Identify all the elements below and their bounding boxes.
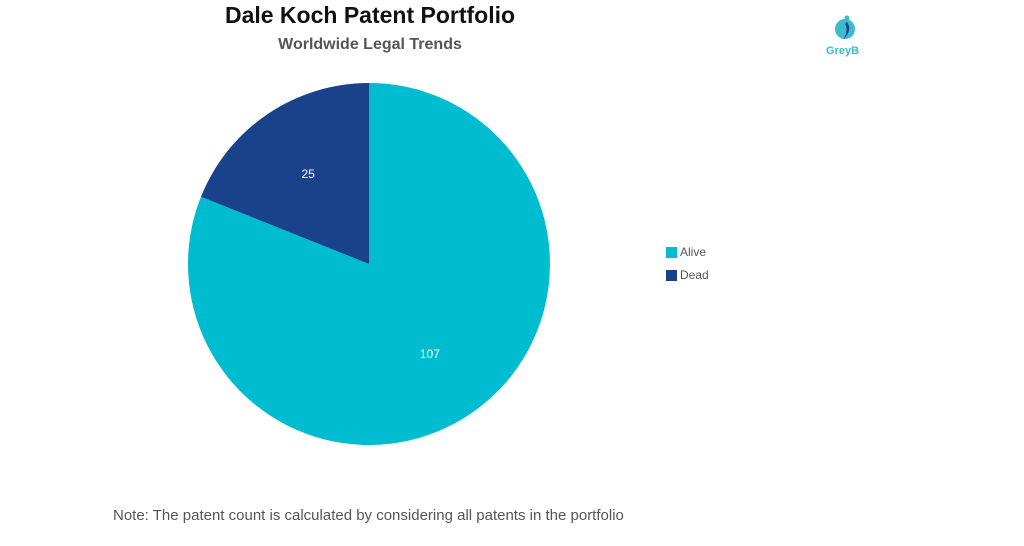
footnote: Note: The patent count is calculated by … <box>113 507 624 524</box>
legend-swatch-dead <box>666 269 677 281</box>
chart-title: Dale Koch Patent Portfolio <box>224 2 516 28</box>
legend-item-alive[interactable]: Alive <box>666 245 706 259</box>
legend-label-alive: Alive <box>680 245 707 259</box>
data-label-alive: 107 <box>420 347 440 361</box>
legend-item-dead[interactable]: Dead <box>666 268 709 282</box>
data-label-dead: 25 <box>301 167 315 181</box>
chart-subtitle: Worldwide Legal Trends <box>278 36 462 53</box>
legend-swatch-alive <box>666 246 677 258</box>
greyb-logo-icon <box>835 15 855 40</box>
logo-text: GreyB <box>826 45 860 57</box>
legend-label-dead: Dead <box>680 268 709 282</box>
pie-slice-dead[interactable] <box>200 83 369 264</box>
